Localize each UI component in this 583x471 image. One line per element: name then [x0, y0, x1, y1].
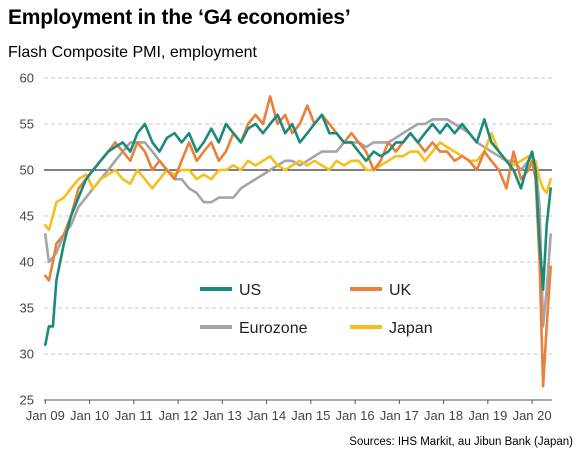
y-tick-label: 45: [20, 209, 34, 224]
x-tick-label: Jan 16: [336, 408, 375, 423]
x-tick-label: Jan 17: [380, 408, 419, 423]
x-tick-label: Jan 18: [424, 408, 463, 423]
series-line-uk: [44, 95, 552, 388]
x-axis-ticks: Jan 09 Jan 10 Jan 11 Jan 12 Jan 13 Jan 14 Jan …: [26, 400, 552, 423]
x-tick-label: Jan 13: [203, 408, 242, 423]
x-tick-label: Jan 20: [513, 408, 552, 423]
y-tick-label: 40: [20, 255, 34, 270]
x-tick-label: Jan 11: [115, 408, 153, 423]
chart-subtitle: Flash Composite PMI, employment: [8, 44, 257, 61]
x-tick-label: Jan 15: [291, 408, 330, 423]
legend-label-japan: Japan: [389, 320, 433, 337]
chart-title: Employment in the ‘G4 economies’: [8, 6, 351, 29]
x-tick-label: Jan 12: [159, 408, 198, 423]
y-tick-label: 35: [20, 301, 34, 316]
chart-source: Sources: IHS Markit, au Jibun Bank (Japa…: [349, 436, 573, 448]
y-tick-label: 30: [20, 347, 34, 362]
y-tick-label: 55: [20, 117, 34, 132]
y-tick-label: 60: [20, 71, 34, 86]
legend-label-us: US: [239, 282, 261, 299]
legend: US UK Eurozone Japan: [200, 282, 433, 337]
y-tick-label: 25: [20, 393, 34, 408]
x-tick-label: Jan 14: [247, 408, 286, 423]
legend-label-eurozone: Eurozone: [239, 320, 308, 337]
legend-label-uk: UK: [389, 282, 412, 299]
gridlines: [44, 77, 552, 401]
x-tick-label: Jan 09: [26, 408, 65, 423]
series-lines: [44, 95, 552, 388]
x-tick-label: Jan 10: [70, 408, 109, 423]
series-line-us: [44, 113, 552, 347]
y-tick-label: 50: [20, 163, 34, 178]
y-axis-ticks: 25 30 35 40 45 50 55 60: [20, 71, 34, 408]
x-tick-label: Jan 19: [468, 408, 507, 423]
